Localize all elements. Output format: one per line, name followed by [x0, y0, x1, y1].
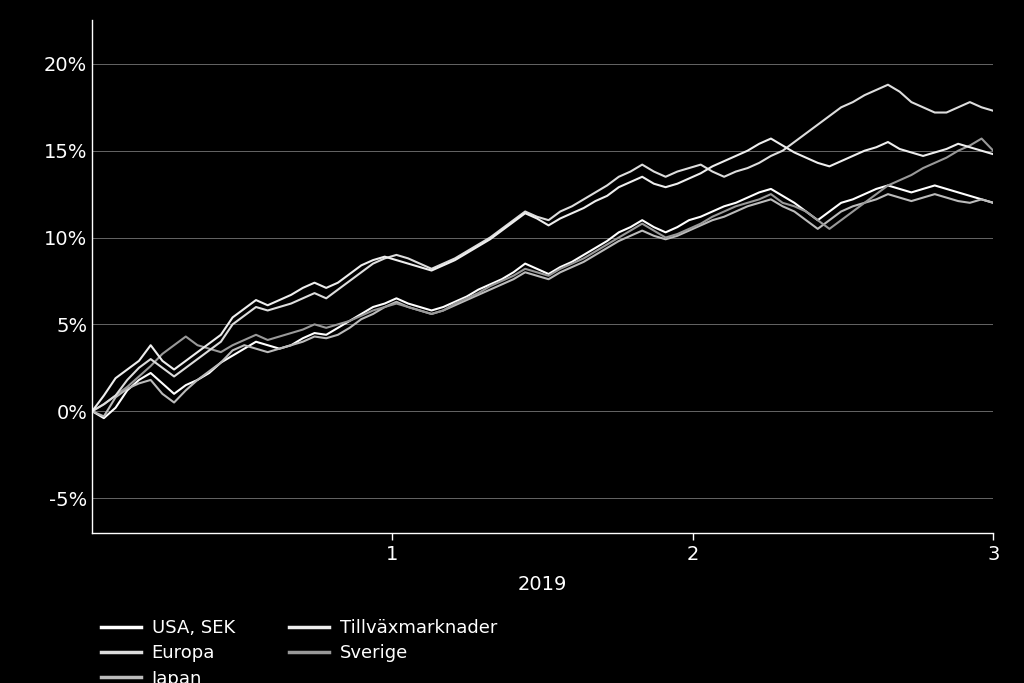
Legend: USA, SEK, Europa, Japan, Tillväxmarknader, Sverige: USA, SEK, Europa, Japan, Tillväxmarknade…: [101, 619, 497, 683]
X-axis label: 2019: 2019: [518, 574, 567, 594]
